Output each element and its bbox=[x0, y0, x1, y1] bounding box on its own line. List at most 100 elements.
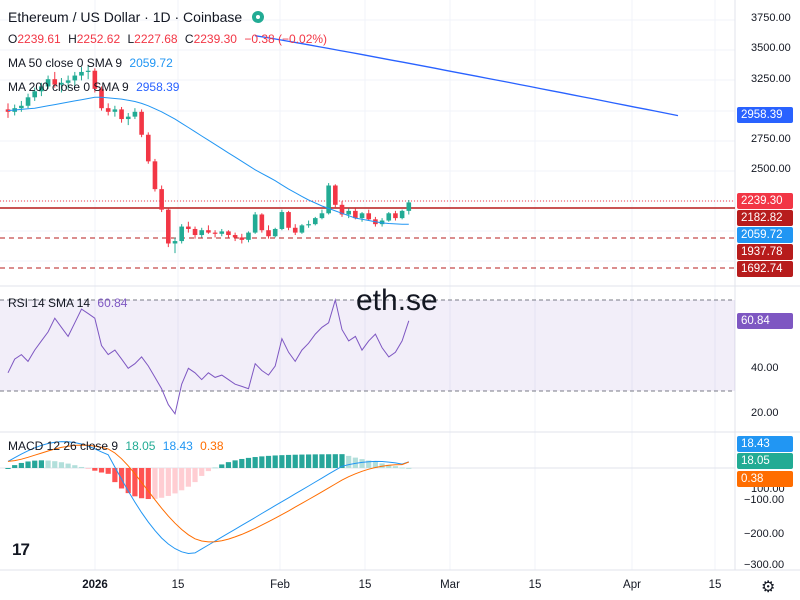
candle-body[interactable] bbox=[125, 116, 131, 120]
histogram-bar[interactable] bbox=[272, 455, 278, 468]
candle-body[interactable] bbox=[192, 228, 198, 236]
tag-support-1[interactable]: 1937.78 bbox=[737, 244, 793, 260]
histogram-bar[interactable] bbox=[5, 468, 11, 469]
histogram-bar[interactable] bbox=[366, 460, 372, 468]
histogram-bar[interactable] bbox=[386, 464, 392, 468]
histogram-bar[interactable] bbox=[292, 454, 298, 468]
chart-title[interactable]: Ethereum / US Dollar · 1D · Coinbase bbox=[8, 9, 243, 25]
histogram-bar[interactable] bbox=[372, 461, 378, 468]
tag-price[interactable]: 2239.30 bbox=[737, 193, 793, 209]
histogram-bar[interactable] bbox=[326, 454, 332, 468]
histogram-bar[interactable] bbox=[98, 468, 105, 473]
tag-histogram[interactable]: 0.38 bbox=[737, 471, 793, 487]
histogram-bar[interactable] bbox=[25, 461, 31, 468]
candle-body[interactable] bbox=[339, 204, 345, 215]
tradingview-logo-icon[interactable]: 17 bbox=[12, 540, 30, 559]
candle-body[interactable] bbox=[353, 210, 358, 219]
histogram-bar[interactable] bbox=[92, 468, 98, 471]
histogram-bar[interactable] bbox=[306, 454, 312, 468]
histogram-bar[interactable] bbox=[185, 468, 191, 487]
candle-body[interactable] bbox=[232, 235, 238, 238]
candle-body[interactable] bbox=[85, 70, 91, 72]
histogram-bar[interactable] bbox=[65, 463, 71, 468]
candle-body[interactable] bbox=[52, 79, 58, 85]
histogram-bar[interactable] bbox=[346, 455, 352, 468]
ma200-legend[interactable]: MA 200 close 0 SMA 9 2958.39 bbox=[8, 80, 183, 94]
candle-body[interactable] bbox=[219, 231, 225, 234]
histogram-bar[interactable] bbox=[239, 458, 245, 468]
histogram-bar[interactable] bbox=[379, 463, 385, 468]
ma50-legend[interactable]: MA 50 close 0 SMA 9 2059.72 bbox=[8, 56, 177, 70]
candle-body[interactable] bbox=[266, 230, 271, 237]
macd-line[interactable] bbox=[7, 441, 409, 555]
histogram-bar[interactable] bbox=[312, 454, 318, 468]
candle-body[interactable] bbox=[172, 241, 178, 244]
histogram-bar[interactable] bbox=[352, 457, 358, 468]
histogram-bar[interactable] bbox=[72, 465, 78, 468]
candle-body[interactable] bbox=[259, 214, 265, 231]
histogram-bar[interactable] bbox=[58, 462, 65, 468]
signal-line[interactable] bbox=[7, 444, 409, 543]
histogram-bar[interactable] bbox=[179, 468, 185, 491]
histogram-bar[interactable] bbox=[406, 467, 412, 469]
histogram-bar[interactable] bbox=[172, 468, 178, 494]
histogram-bar[interactable] bbox=[219, 464, 225, 468]
histogram-bar[interactable] bbox=[392, 466, 399, 468]
tag-macd[interactable]: 18.43 bbox=[737, 436, 793, 452]
histogram-bar[interactable] bbox=[192, 468, 198, 483]
histogram-bar[interactable] bbox=[205, 468, 211, 472]
candle-body[interactable] bbox=[292, 227, 298, 233]
histogram-bar[interactable] bbox=[85, 468, 91, 469]
rsi-legend[interactable]: RSI 14 SMA 14 60.84 bbox=[8, 296, 131, 310]
histogram-bar[interactable] bbox=[52, 461, 58, 468]
candle-body[interactable] bbox=[152, 161, 158, 190]
candle-body[interactable] bbox=[179, 226, 184, 242]
candle-body[interactable] bbox=[72, 75, 78, 81]
histogram-bar[interactable] bbox=[279, 455, 285, 468]
histogram-bar[interactable] bbox=[125, 468, 131, 494]
tag-rsi[interactable]: 60.84 bbox=[737, 313, 793, 329]
candle-body[interactable] bbox=[272, 228, 278, 237]
macd-histogram[interactable] bbox=[5, 454, 412, 500]
candle-body[interactable] bbox=[105, 108, 111, 112]
candle-body[interactable] bbox=[119, 109, 124, 120]
candle-body[interactable] bbox=[206, 230, 211, 233]
candle-body[interactable] bbox=[299, 225, 305, 233]
candle-body[interactable] bbox=[393, 213, 398, 219]
candle-body[interactable] bbox=[59, 82, 64, 85]
histogram-bar[interactable] bbox=[212, 467, 218, 469]
candle-body[interactable] bbox=[39, 86, 44, 92]
histogram-bar[interactable] bbox=[265, 455, 272, 468]
histogram-bar[interactable] bbox=[339, 454, 345, 468]
candle-body[interactable] bbox=[145, 134, 151, 162]
candle-body[interactable] bbox=[319, 213, 325, 219]
candle-body[interactable] bbox=[166, 209, 171, 244]
histogram-bar[interactable] bbox=[78, 466, 85, 468]
histogram-bar[interactable] bbox=[45, 460, 51, 468]
histogram-bar[interactable] bbox=[245, 457, 252, 468]
candle-body[interactable] bbox=[333, 185, 338, 205]
candle-body[interactable] bbox=[32, 91, 38, 98]
candle-body[interactable] bbox=[159, 189, 164, 210]
histogram-bar[interactable] bbox=[232, 460, 238, 468]
macd-legend[interactable]: MACD 12 26 close 9 18.05 18.43 0.38 bbox=[8, 439, 228, 453]
histogram-bar[interactable] bbox=[259, 456, 265, 468]
candle-body[interactable] bbox=[326, 185, 331, 214]
candle-body[interactable] bbox=[139, 111, 144, 135]
candle-body[interactable] bbox=[99, 88, 104, 109]
histogram-bar[interactable] bbox=[159, 468, 165, 498]
candle-body[interactable] bbox=[386, 213, 392, 221]
histogram-bar[interactable] bbox=[299, 454, 305, 468]
candle-body[interactable] bbox=[199, 230, 205, 236]
candle-body[interactable] bbox=[406, 202, 412, 211]
histogram-bar[interactable] bbox=[152, 468, 158, 499]
ma50-line[interactable] bbox=[7, 96, 409, 225]
histogram-bar[interactable] bbox=[319, 454, 325, 468]
settings-gear-icon[interactable]: ⚙ bbox=[761, 579, 776, 596]
histogram-bar[interactable] bbox=[225, 462, 232, 468]
histogram-bar[interactable] bbox=[399, 467, 405, 469]
candle-body[interactable] bbox=[346, 210, 351, 215]
tag-signal[interactable]: 18.05 bbox=[737, 453, 793, 469]
candle-body[interactable] bbox=[239, 237, 245, 240]
tag-ma50[interactable]: 2059.72 bbox=[737, 227, 793, 243]
